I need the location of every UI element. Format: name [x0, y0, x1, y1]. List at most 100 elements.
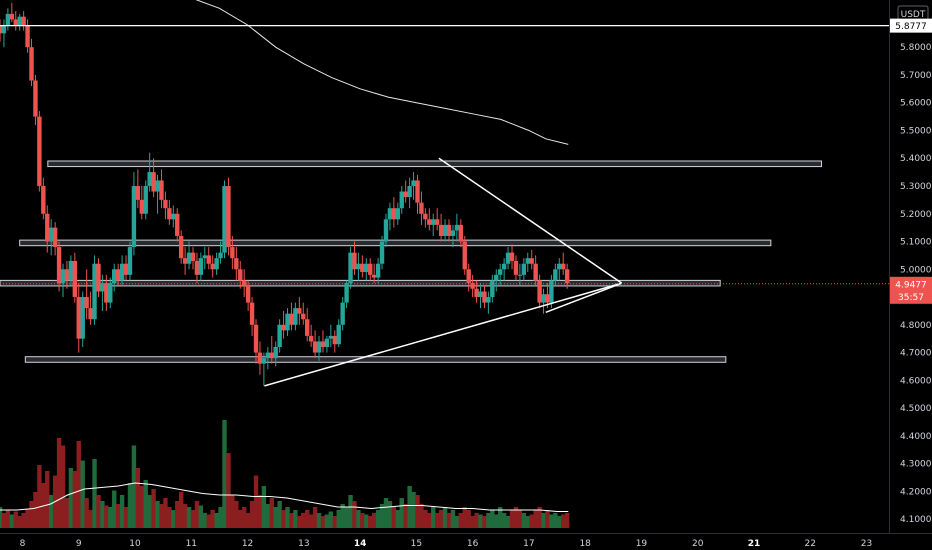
- volume-bar: [37, 465, 42, 528]
- candle-body: [419, 202, 424, 214]
- volume-bar: [482, 516, 487, 528]
- volume-bar: [379, 504, 385, 528]
- candle-body: [56, 247, 62, 284]
- candle-body: [356, 263, 361, 270]
- candle-body: [68, 260, 74, 281]
- candle-body: [293, 308, 298, 325]
- volume-bar: [541, 513, 546, 528]
- countdown-label: 35:57: [898, 293, 924, 303]
- candle-body: [261, 358, 267, 364]
- trend-line[interactable]: [264, 282, 622, 387]
- volume-bar: [56, 438, 62, 528]
- price-tick-label: 5.4000: [900, 154, 932, 164]
- trend-line[interactable]: [545, 282, 623, 314]
- price-labels: 5.8777 4.9477 35:57: [890, 18, 932, 304]
- candle-body: [442, 224, 448, 236]
- volume-bar: [159, 504, 164, 528]
- volume-bar: [529, 514, 534, 528]
- candle-body: [76, 297, 81, 339]
- candle-body: [387, 208, 393, 220]
- candle-body: [202, 255, 208, 259]
- candle-body: [273, 347, 278, 359]
- time-tick-label: 21: [748, 539, 761, 549]
- candle-body: [423, 213, 428, 220]
- time-tick-label: 18: [579, 539, 591, 549]
- candle-body: [525, 258, 530, 264]
- price-tick-label: 5.7000: [900, 71, 932, 81]
- volume-bar: [49, 495, 54, 528]
- volume-bar: [25, 508, 30, 528]
- candle-body: [454, 224, 460, 231]
- volume-bar: [360, 513, 365, 528]
- candle-body: [194, 260, 200, 275]
- volume-bar: [147, 495, 152, 528]
- volume-bar: [100, 501, 105, 528]
- volume-bar: [194, 501, 200, 528]
- volume-bar: [561, 514, 566, 528]
- candle-body: [265, 352, 271, 359]
- volume-bar: [316, 513, 322, 528]
- price-tick-label: 5.3000: [900, 182, 932, 192]
- volume-bar: [163, 498, 168, 528]
- volume-bar: [537, 507, 542, 528]
- candle-body: [29, 47, 34, 81]
- zone-box[interactable]: [47, 160, 822, 168]
- candle-body: [312, 341, 318, 353]
- volume-bar: [198, 505, 204, 528]
- candle-body: [301, 313, 306, 320]
- time-axis[interactable]: 8 9 10 11 12 13 14 15 16 17 18 19 20 21 22 23: [20, 539, 873, 549]
- volume-bar: [115, 504, 121, 528]
- candle-body: [269, 352, 274, 359]
- candle-body: [257, 352, 263, 364]
- candle-body: [391, 208, 397, 220]
- volume-bar: [68, 468, 74, 528]
- volume-bar: [403, 504, 408, 528]
- candle-body: [206, 255, 211, 264]
- candle-body: [521, 263, 527, 275]
- volume-bar: [348, 495, 353, 528]
- volume-bar: [131, 445, 137, 528]
- candle-body: [21, 16, 26, 25]
- volume-bar: [533, 510, 538, 528]
- volume-bar: [521, 513, 527, 528]
- volume-bar: [557, 516, 562, 528]
- price-axis[interactable]: USDT 5.8000 5.7000 5.6000 5.5000 5.4000 5.300…: [897, 5, 932, 525]
- volume-bar: [218, 507, 223, 528]
- price-tick-label: 4.4000: [900, 432, 932, 442]
- candle-body: [112, 269, 117, 284]
- volume-bar: [249, 501, 255, 528]
- volume-bar: [383, 498, 389, 528]
- zone-box[interactable]: [24, 356, 727, 363]
- volume-bar: [214, 513, 219, 528]
- volume-bar: [17, 516, 22, 528]
- candle-body: [214, 258, 219, 270]
- candle-body: [171, 213, 176, 220]
- candle-body: [49, 227, 54, 242]
- candle-body: [494, 274, 499, 281]
- price-tick-label: 4.7000: [900, 349, 932, 359]
- candle-body: [131, 185, 137, 248]
- candle-body: [80, 297, 85, 339]
- volume-bar: [312, 507, 318, 528]
- zone-box[interactable]: [0, 279, 721, 287]
- candle-body: [119, 263, 125, 281]
- candle-body: [222, 185, 227, 253]
- volume-bar: [186, 507, 192, 528]
- zone-box[interactable]: [19, 239, 772, 247]
- candle-body: [253, 324, 259, 353]
- candle-body: [60, 269, 66, 284]
- triangle-pattern-lines[interactable]: [264, 157, 623, 387]
- volume-bar: [395, 510, 400, 528]
- candle-body: [498, 269, 503, 275]
- candle-body: [490, 280, 495, 298]
- volume-bar: [171, 510, 176, 528]
- time-tick-label: 11: [186, 539, 197, 549]
- horizontal-zones[interactable]: [0, 160, 822, 363]
- candle-body: [379, 241, 385, 264]
- volume-bar: [84, 498, 89, 528]
- trend-line[interactable]: [438, 157, 623, 284]
- price-tick-label: 5.5000: [900, 126, 932, 136]
- candle-body: [383, 219, 389, 242]
